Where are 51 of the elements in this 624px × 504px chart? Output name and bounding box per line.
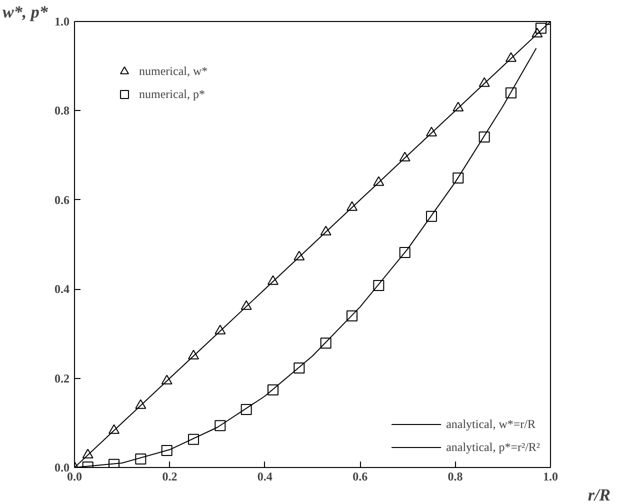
point [267, 384, 278, 396]
point [535, 22, 546, 34]
legend-label: analytical, w*=r/R [446, 416, 536, 432]
point [267, 275, 278, 285]
y-axis-title: w*, p* [2, 2, 48, 22]
point [108, 458, 120, 468]
point [346, 201, 358, 211]
point [532, 28, 543, 38]
point [478, 77, 490, 87]
x-tick-label: 1.0 [543, 470, 558, 484]
point [346, 310, 358, 322]
point [135, 454, 146, 465]
point [214, 324, 226, 334]
point [294, 362, 305, 374]
x-axis-title: r/R [588, 486, 611, 504]
point [214, 420, 226, 432]
point [320, 338, 332, 349]
point [505, 52, 516, 62]
point [240, 300, 252, 310]
point [452, 102, 464, 112]
point [294, 250, 305, 260]
point [161, 374, 172, 384]
point [240, 404, 252, 416]
point [478, 132, 490, 143]
x-tick-label: 0.8 [448, 470, 463, 484]
point [399, 247, 410, 258]
y-tick-label: 1.0 [54, 14, 70, 28]
point [108, 424, 120, 434]
point [505, 87, 516, 98]
x-tick-label: 0.4 [257, 470, 272, 484]
y-tick-label: 0.6 [54, 192, 70, 207]
point [426, 126, 437, 136]
legend-label: analytical, p*=r²/R² [446, 440, 540, 454]
legend-label: numerical, p* [139, 86, 205, 102]
point [135, 399, 146, 409]
y-tick-label: 0.2 [54, 371, 70, 386]
point [373, 280, 384, 292]
y-tick-label: 0.4 [54, 282, 70, 296]
point [426, 210, 437, 222]
point [188, 350, 199, 360]
x-tick-label: 0.2 [162, 470, 178, 484]
y-tick-label: 0.8 [54, 104, 70, 118]
point [373, 176, 384, 186]
point [452, 172, 464, 184]
point [399, 152, 410, 162]
legend-label: numerical, w* [139, 64, 208, 78]
point [188, 434, 199, 445]
x-tick-label: 0.6 [352, 470, 368, 484]
point [320, 226, 332, 236]
point [161, 445, 172, 456]
point [82, 448, 94, 458]
